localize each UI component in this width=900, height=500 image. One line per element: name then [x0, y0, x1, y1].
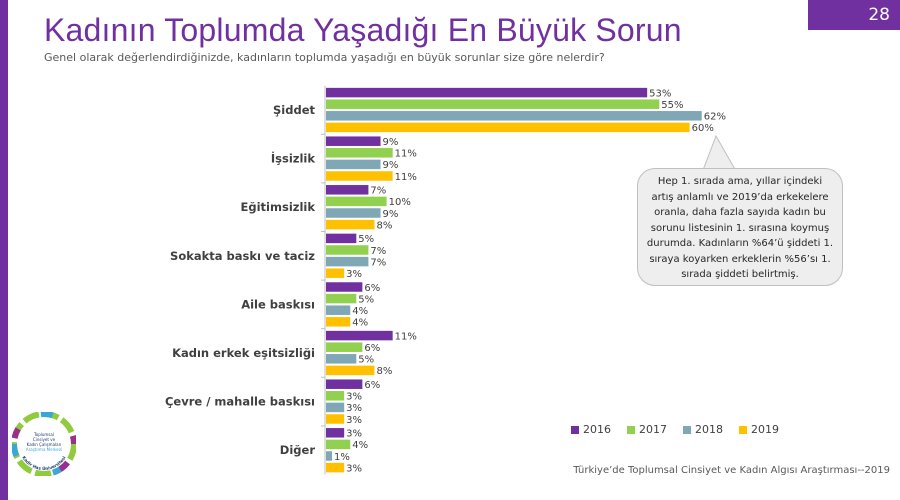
category-label: Aile baskısı [241, 297, 315, 311]
logo-text-line: Araştırma Merkezi [26, 447, 62, 452]
bar [326, 391, 345, 401]
data-label: 3% [346, 415, 362, 426]
bar [326, 159, 381, 170]
logo-text-line: Kadın Çalışmaları [27, 442, 62, 447]
bar [326, 219, 375, 230]
left-accent-strip [0, 0, 8, 500]
source-note: Türkiye’de Toplumsal Cinsiyet ve Kadın A… [573, 465, 890, 476]
data-label: 7% [370, 246, 386, 257]
data-label: 5% [358, 234, 374, 245]
data-label: 9% [383, 209, 399, 220]
legend-label: 2019 [751, 423, 779, 436]
bar [326, 451, 333, 461]
data-label: 60% [692, 123, 714, 134]
category-label: Sokakta baskı ve taciz [170, 249, 315, 263]
data-label: 10% [389, 197, 411, 208]
bar [326, 330, 393, 341]
category-label: Şiddet [273, 103, 315, 117]
data-label: 3% [346, 403, 362, 414]
bar [326, 439, 351, 450]
data-label: 6% [364, 283, 380, 294]
legend-item: 2018 [683, 423, 723, 436]
page-subtitle: Genel olarak değerlendirdiğinizde, kadın… [44, 51, 605, 64]
data-label: 8% [376, 220, 392, 231]
data-label: 7% [370, 257, 386, 268]
category-label: İşsizlik [271, 151, 315, 166]
bar [326, 148, 393, 158]
data-label: 9% [383, 137, 399, 148]
data-label: 9% [383, 160, 399, 171]
category-label: Diğer [280, 443, 316, 457]
data-label: 1% [334, 452, 350, 463]
bar [326, 233, 357, 244]
data-label: 62% [704, 112, 726, 123]
legend-item: 2017 [627, 423, 667, 436]
bar [326, 185, 369, 195]
legend-label: 2018 [695, 423, 723, 436]
data-label: 53% [649, 88, 671, 99]
legend-item: 2016 [571, 423, 611, 436]
data-label: 8% [376, 366, 392, 377]
bar [326, 354, 357, 364]
bar [326, 428, 345, 438]
legend-item: 2019 [739, 423, 779, 436]
bar [326, 171, 393, 181]
bar [326, 87, 648, 98]
bar [326, 365, 375, 376]
data-label: 4% [352, 318, 368, 329]
bar [326, 293, 357, 304]
page-number: 28 [808, 0, 900, 30]
bar [326, 414, 345, 424]
data-label: 3% [346, 463, 362, 474]
bar [326, 379, 363, 389]
bar [326, 196, 387, 207]
data-label: 3% [346, 269, 362, 280]
bar [326, 268, 345, 278]
bar [326, 136, 381, 146]
data-label: 4% [352, 440, 368, 451]
data-label: 11% [395, 172, 417, 183]
data-label: 11% [395, 331, 417, 342]
data-label: 5% [358, 355, 374, 366]
logo-text-line: Toplumsal [33, 432, 54, 437]
bar [326, 402, 345, 413]
data-label: 11% [395, 149, 417, 160]
chart-legend: 2016 2017 2018 2019 [571, 423, 779, 436]
legend-swatch [739, 425, 747, 434]
bar [326, 208, 381, 218]
legend-swatch [571, 425, 579, 434]
bar [326, 99, 660, 109]
bar [326, 245, 369, 255]
data-label: 5% [358, 294, 374, 305]
research-center-logo: Toplumsal Cinsiyet ve Kadın Çalışmaları … [12, 412, 76, 476]
category-label: Çevre / mahalle baskısı [165, 395, 315, 409]
bar [326, 462, 345, 473]
bar [326, 282, 363, 292]
data-label: 55% [661, 100, 683, 111]
legend-label: 2016 [583, 423, 611, 436]
bar [326, 317, 351, 327]
bar [326, 256, 369, 267]
legend-label: 2017 [639, 423, 667, 436]
bar [326, 342, 363, 352]
data-label: 3% [346, 392, 362, 403]
page-title: Kadının Toplumda Yaşadığı En Büyük Sorun [44, 12, 682, 48]
category-label: Eğitimsizlik [241, 200, 316, 214]
bar [326, 122, 690, 133]
logo-text-line: Cinsiyet ve [33, 437, 56, 442]
data-label: 7% [370, 186, 386, 197]
data-label: 3% [346, 429, 362, 440]
category-label: Kadın erkek eşitsizliği [172, 346, 315, 360]
callout-note: Hep 1. sırada ama, yıllar içindeki artış… [637, 168, 843, 286]
bar [326, 305, 351, 315]
legend-swatch [683, 425, 691, 434]
legend-swatch [627, 425, 635, 434]
data-label: 6% [364, 343, 380, 354]
bar-chart: Şiddet53%55%62%60%İşsizlik9%11%9%11%Eğit… [165, 85, 741, 475]
data-label: 6% [364, 380, 380, 391]
data-label: 4% [352, 306, 368, 317]
bar [326, 111, 702, 121]
